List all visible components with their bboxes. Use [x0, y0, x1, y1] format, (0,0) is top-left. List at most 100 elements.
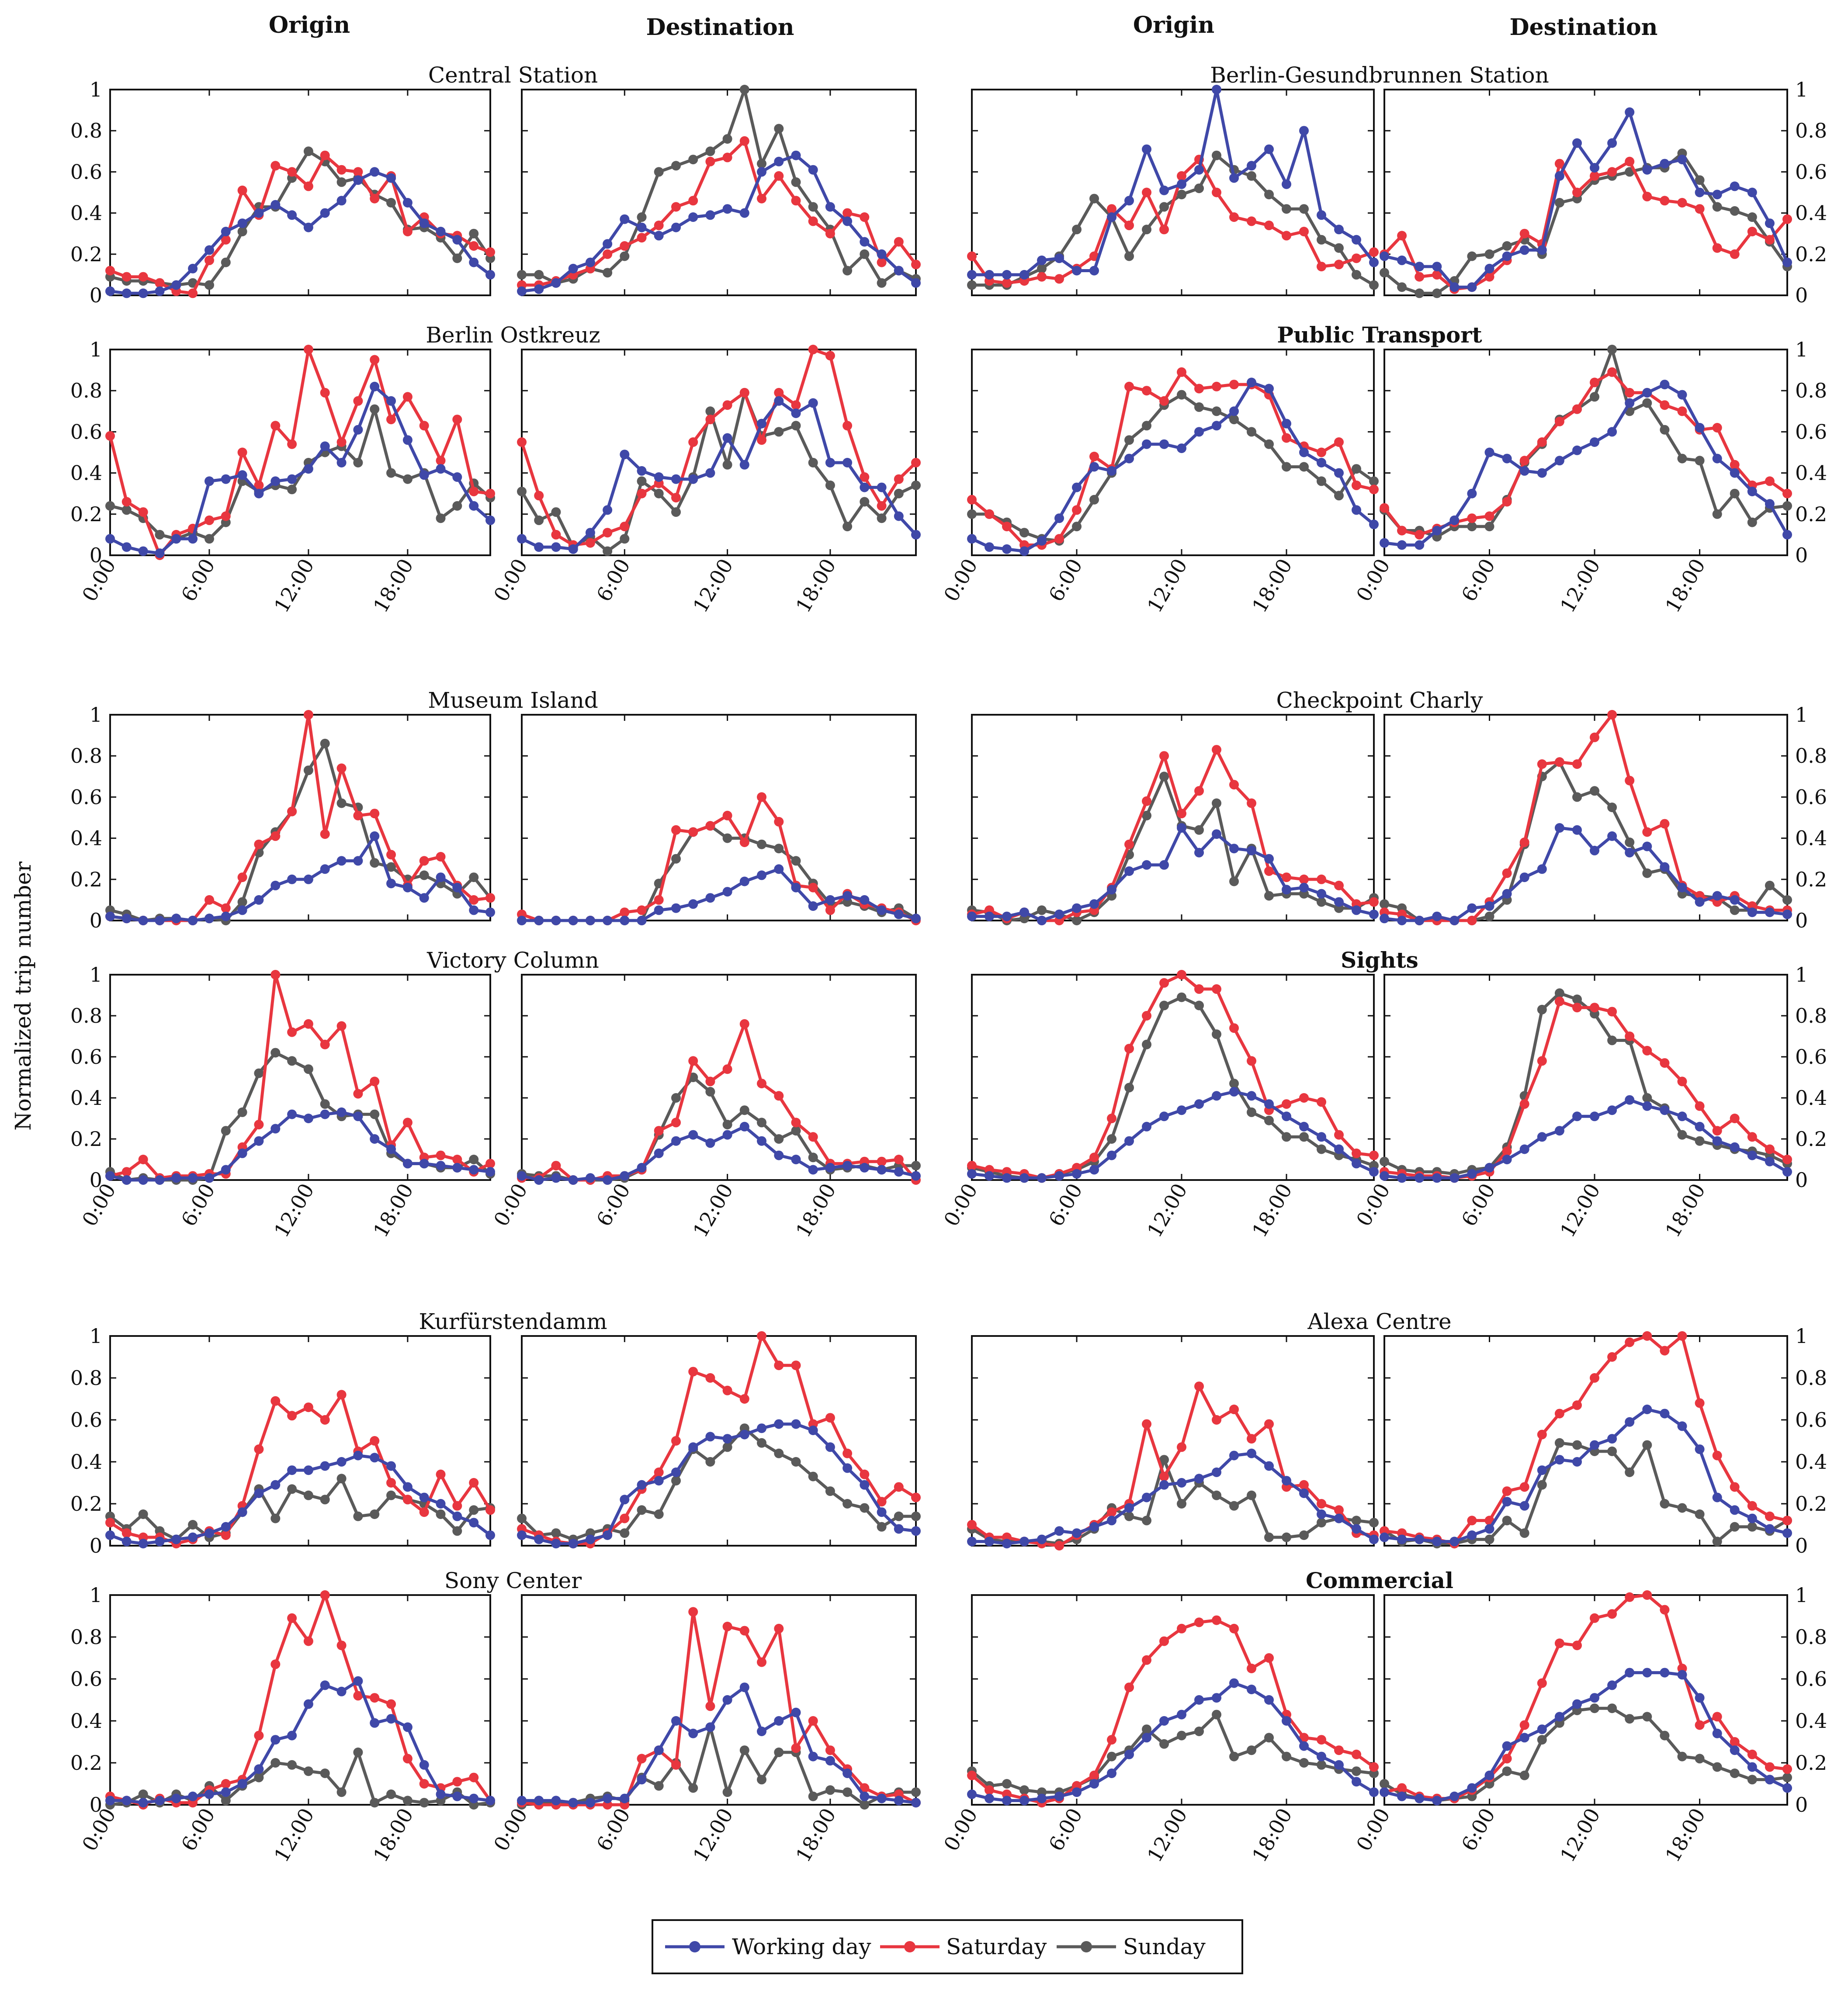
data-point-saturday — [1712, 1126, 1722, 1136]
subplot-public-transport-destination: 00.20.40.60.810:00 6:00 12:00 18:00 — [1352, 338, 1827, 616]
data-point-working-day — [353, 1111, 363, 1121]
data-point-saturday — [1747, 227, 1757, 236]
data-point-sunday — [1072, 225, 1082, 235]
data-point-sunday — [336, 1474, 347, 1484]
data-point-sunday — [1765, 880, 1775, 890]
series-line-working-day — [972, 88, 1375, 277]
data-point-sunday — [705, 1087, 715, 1097]
data-point-working-day — [1519, 466, 1529, 476]
data-point-saturday — [419, 421, 429, 431]
data-point-saturday — [1502, 868, 1512, 878]
data-point-working-day — [237, 1779, 247, 1789]
series-working-day — [1380, 1668, 1792, 1806]
data-point-sunday — [436, 1509, 446, 1519]
x-tick-label: 18:00 — [1247, 555, 1297, 617]
data-point-working-day — [1765, 1524, 1775, 1534]
data-point-saturday — [1194, 384, 1204, 394]
data-point-saturday — [1765, 476, 1775, 486]
data-point-working-day — [121, 288, 132, 298]
data-point-sunday — [1607, 803, 1617, 812]
data-point-working-day — [1089, 1165, 1099, 1175]
data-point-saturday — [1334, 437, 1344, 447]
data-point-working-day — [254, 1764, 264, 1774]
data-point-saturday — [967, 495, 977, 505]
data-point-working-day — [419, 1492, 429, 1502]
data-point-sunday — [1352, 1516, 1361, 1526]
data-point-working-day — [1002, 1796, 1012, 1806]
data-point-working-day — [517, 916, 527, 925]
data-point-working-day — [705, 893, 715, 903]
y-tick-label: 0.2 — [1795, 1492, 1827, 1516]
data-point-saturday — [1317, 874, 1326, 884]
data-point-saturday — [671, 1118, 681, 1128]
data-point-working-day — [757, 1136, 766, 1146]
data-point-sunday — [722, 134, 732, 144]
data-point-sunday — [1247, 1490, 1256, 1500]
data-point-saturday — [436, 1469, 446, 1479]
data-point-working-day — [370, 1134, 380, 1144]
series-line-saturday — [520, 348, 917, 547]
data-point-working-day — [1484, 263, 1494, 273]
data-point-sunday — [188, 1520, 198, 1530]
data-point-sunday — [739, 1105, 749, 1115]
plot-frame — [521, 1594, 917, 1806]
data-point-working-day — [1072, 903, 1082, 913]
series-line-saturday — [521, 1610, 917, 1807]
data-point-saturday — [705, 415, 715, 425]
data-point-working-day — [1554, 823, 1564, 833]
data-point-saturday — [303, 1636, 313, 1646]
data-point-saturday — [402, 392, 413, 402]
data-point-sunday — [1299, 1132, 1309, 1142]
data-point-working-day — [121, 1796, 132, 1806]
data-point-sunday — [1642, 1440, 1652, 1450]
data-point-saturday — [1264, 220, 1274, 230]
data-point-sunday — [452, 1526, 462, 1536]
series-sunday — [105, 146, 495, 290]
data-point-working-day — [1397, 540, 1407, 550]
data-point-saturday — [620, 907, 630, 917]
data-point-saturday — [1397, 526, 1407, 536]
y-tick-label: 0 — [90, 1168, 102, 1192]
data-point-saturday — [1607, 710, 1617, 720]
x-tick-label: 0:00 — [1352, 555, 1394, 606]
data-point-saturday — [1212, 1415, 1221, 1425]
data-point-working-day — [303, 874, 313, 884]
data-point-saturday — [452, 1155, 462, 1164]
data-point-working-day — [603, 1175, 613, 1185]
data-point-working-day — [534, 1796, 544, 1806]
series-line-saturday — [971, 1619, 1375, 1804]
data-point-saturday — [254, 1730, 264, 1741]
data-point-sunday — [1380, 268, 1389, 278]
data-point-working-day — [1299, 1121, 1309, 1132]
data-point-working-day — [1695, 1693, 1705, 1703]
data-point-saturday — [825, 1413, 835, 1423]
data-point-saturday — [1607, 1352, 1617, 1362]
data-point-working-day — [402, 1159, 413, 1169]
series-line-sunday — [520, 1426, 916, 1541]
data-point-sunday — [320, 1769, 330, 1778]
data-point-saturday — [436, 1150, 446, 1160]
data-point-working-day — [1380, 1171, 1389, 1181]
data-point-working-day — [121, 542, 132, 552]
data-point-working-day — [637, 222, 647, 232]
legend-marker-saturday — [904, 1941, 915, 1952]
y-tick-label: 0.4 — [1795, 1450, 1827, 1474]
data-point-working-day — [825, 1163, 835, 1173]
data-point-working-day — [603, 1530, 613, 1540]
data-point-working-day — [1554, 171, 1564, 181]
data-point-working-day — [1037, 536, 1047, 546]
data-point-saturday — [1502, 1754, 1512, 1764]
legend: Working day Saturday Sunday — [652, 1919, 1243, 1974]
x-tick-label: 12:00 — [269, 1804, 319, 1866]
data-point-working-day — [138, 1798, 148, 1808]
data-point-working-day — [534, 1175, 544, 1185]
data-point-working-day — [1054, 1171, 1064, 1181]
data-point-saturday — [1299, 1480, 1309, 1490]
data-point-working-day — [585, 1534, 595, 1544]
data-point-saturday — [757, 1079, 766, 1089]
data-point-working-day — [402, 1722, 413, 1732]
data-point-working-day — [1072, 266, 1082, 276]
series-line-sunday — [971, 996, 1375, 1180]
data-point-working-day — [1282, 1476, 1291, 1486]
data-point-working-day — [1229, 173, 1239, 183]
